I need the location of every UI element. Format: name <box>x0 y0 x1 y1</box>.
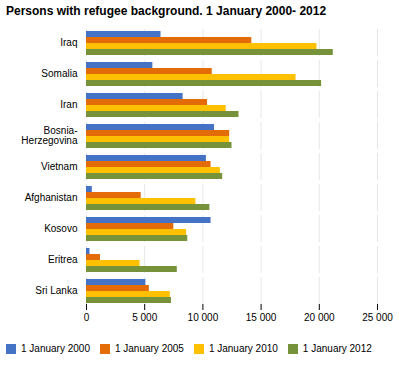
svg-text:25 000: 25 000 <box>362 312 393 323</box>
svg-text:Iran: Iran <box>60 99 77 110</box>
svg-text:Vietnam: Vietnam <box>41 161 78 172</box>
svg-text:15 000: 15 000 <box>246 312 277 323</box>
svg-text:Bosnia-Herzegovina: Bosnia-Herzegovina <box>21 125 78 146</box>
html-text:Persons with refugee backgroun: Persons with refugee background. 1 Janua… <box>6 4 327 18</box>
svg-text:Eritrea: Eritrea <box>48 254 78 265</box>
svg-text:5 000: 5 000 <box>132 312 157 323</box>
html-text:1 January 2012: 1 January 2012 <box>302 343 372 354</box>
html-text:1 January 2000: 1 January 2000 <box>21 343 90 354</box>
html-text:1 January 2005: 1 January 2005 <box>115 343 184 354</box>
svg-text:Iraq: Iraq <box>60 37 77 48</box>
svg-text:Somalia: Somalia <box>41 68 78 79</box>
svg-text:Kosovo: Kosovo <box>44 223 78 234</box>
svg-text:Afghanistan: Afghanistan <box>25 192 78 203</box>
svg-text:20 000: 20 000 <box>304 312 335 323</box>
svg-text:Sri Lanka: Sri Lanka <box>35 285 78 296</box>
html-text:1 January 2010: 1 January 2010 <box>208 343 278 354</box>
svg-text:10 000: 10 000 <box>188 312 219 323</box>
svg-text:0: 0 <box>84 312 90 323</box>
